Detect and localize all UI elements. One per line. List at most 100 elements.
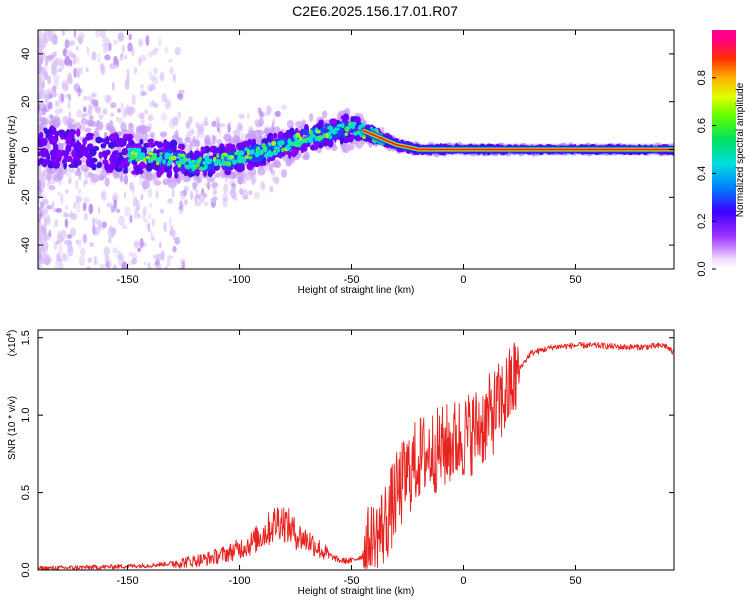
spectrum-noise-point — [128, 252, 134, 258]
spectrum-noise-point — [263, 111, 269, 117]
spectrum-noise-point — [44, 89, 51, 101]
spectrum-noise-point — [179, 190, 184, 196]
spectrum-noise-point — [151, 218, 156, 227]
spectrum-noise-point — [124, 79, 130, 90]
spectrum-noise-point — [38, 59, 42, 68]
spectrum-noise-point — [97, 219, 102, 230]
y-tick-label: -40 — [20, 237, 32, 253]
spectrum-halo-point — [38, 124, 43, 131]
spectrum-noise-point — [104, 254, 110, 264]
spectrum-peak-point — [281, 147, 285, 153]
spectrum-band-point — [113, 131, 118, 141]
spectrum-halo-point — [211, 181, 219, 188]
spectrum-band-point — [133, 163, 138, 171]
spectrum-halo-point — [95, 120, 104, 131]
spectrum-noise-point — [94, 255, 98, 261]
spectrum-noise-point — [64, 189, 70, 194]
y-tick-label: 1.0 — [20, 408, 32, 423]
spectrum-noise-point — [140, 194, 144, 201]
y-tick-label: 20 — [20, 96, 32, 108]
spectrum-noise-point — [241, 132, 244, 142]
spectrum-noise-point — [106, 94, 112, 104]
spectrum-band-point — [120, 160, 125, 169]
spectrum-noise-point — [48, 229, 52, 238]
spectrum-noise-point — [160, 250, 166, 259]
y-tick-label: 0.5 — [20, 485, 32, 500]
spectrum-peak-point — [261, 142, 266, 149]
spectrum-noise-point — [176, 93, 183, 100]
spectrum-noise-point — [58, 244, 63, 255]
spectrum-noise-point — [122, 224, 128, 230]
spectrum-noise-point — [110, 232, 115, 238]
spectrum-noise-point — [101, 221, 107, 228]
spectrum-halo-point — [223, 133, 232, 142]
spectrum-noise-point — [45, 241, 49, 252]
spectrum-halo-point — [168, 176, 175, 184]
spectrum-noise-point — [89, 242, 94, 248]
spectrum-noise-point — [107, 237, 112, 244]
spectrum-noise-point — [172, 245, 177, 253]
spectrum-noise-point — [186, 144, 193, 152]
spectrum-noise-point — [40, 177, 46, 188]
spectrum-peak-point — [315, 129, 321, 134]
spectrum-noise-point — [46, 55, 54, 63]
spectrum-halo-point — [321, 110, 328, 119]
colorbar-tick-label: 0.2 — [696, 214, 708, 229]
spectrum-noise-point — [117, 117, 124, 124]
spectrum-noise-point — [73, 56, 80, 64]
spectrum-noise-point — [111, 81, 115, 91]
spectrum-noise-point — [103, 246, 110, 256]
spectrum-peak-point — [236, 157, 243, 162]
spectrum-noise-point — [266, 104, 272, 116]
spectrum-noise-point — [144, 108, 149, 115]
spectrum-noise-point — [53, 74, 60, 82]
spectrum-peak-point — [151, 154, 157, 161]
spectrum-peak-point — [341, 122, 345, 129]
spectrum-noise-point — [116, 58, 120, 68]
spectrum-noise-point — [55, 240, 61, 245]
spectrum-peak-point — [162, 159, 166, 165]
spectrum-noise-point — [113, 199, 117, 210]
spectrum-noise-point — [179, 191, 186, 200]
spectrum-noise-point — [78, 255, 86, 267]
spectrum-noise-point — [55, 256, 59, 266]
spectrum-noise-point — [40, 207, 44, 215]
spectrum-band-point — [100, 143, 107, 149]
spectrum-noise-point — [92, 217, 96, 227]
spectrum-noise-point — [139, 84, 145, 90]
spectrum-band-point — [98, 151, 103, 159]
spectrum-noise-point — [112, 39, 119, 46]
spectrum-noise-point — [174, 236, 181, 245]
spectrum-halo-point — [244, 133, 254, 141]
spectrum-noise-point — [259, 180, 265, 191]
spectrum-noise-point — [280, 169, 287, 178]
spectrum-noise-point — [133, 240, 140, 248]
spectrum-noise-point — [54, 260, 59, 269]
spectrum-noise-point — [145, 35, 150, 47]
spectrum-noise-point — [92, 227, 98, 236]
spectrum-noise-point — [58, 261, 62, 269]
spectrum-noise-point — [62, 83, 69, 92]
spectrum-noise-point — [53, 58, 58, 67]
spectrum-noise-point — [58, 258, 63, 263]
spectrum-noise-point — [158, 37, 162, 47]
spectrum-band-point — [225, 143, 234, 150]
spectrum-peak-point — [308, 138, 314, 144]
spectrum-noise-point — [79, 247, 86, 257]
snr-y-label: SNR (10 * v/v) — [7, 396, 18, 460]
spectrum-noise-point — [40, 44, 46, 49]
spectrum-peak-point — [204, 164, 208, 170]
spectrum-halo-point — [268, 163, 274, 172]
spectrum-peak-point — [192, 160, 199, 164]
spectrum-noise-point — [168, 118, 176, 129]
spectrum-halo-point — [104, 177, 110, 187]
spectrum-noise-point — [38, 38, 43, 45]
spectrum-noise-point — [71, 212, 78, 221]
spectrum-noise-point — [123, 191, 127, 200]
spectrum-noise-point — [122, 44, 125, 54]
spectrum-noise-point — [138, 178, 143, 186]
spectrum-band-point — [38, 138, 45, 148]
spectrum-noise-point — [82, 106, 87, 113]
spectrogram-marks — [38, 30, 674, 269]
